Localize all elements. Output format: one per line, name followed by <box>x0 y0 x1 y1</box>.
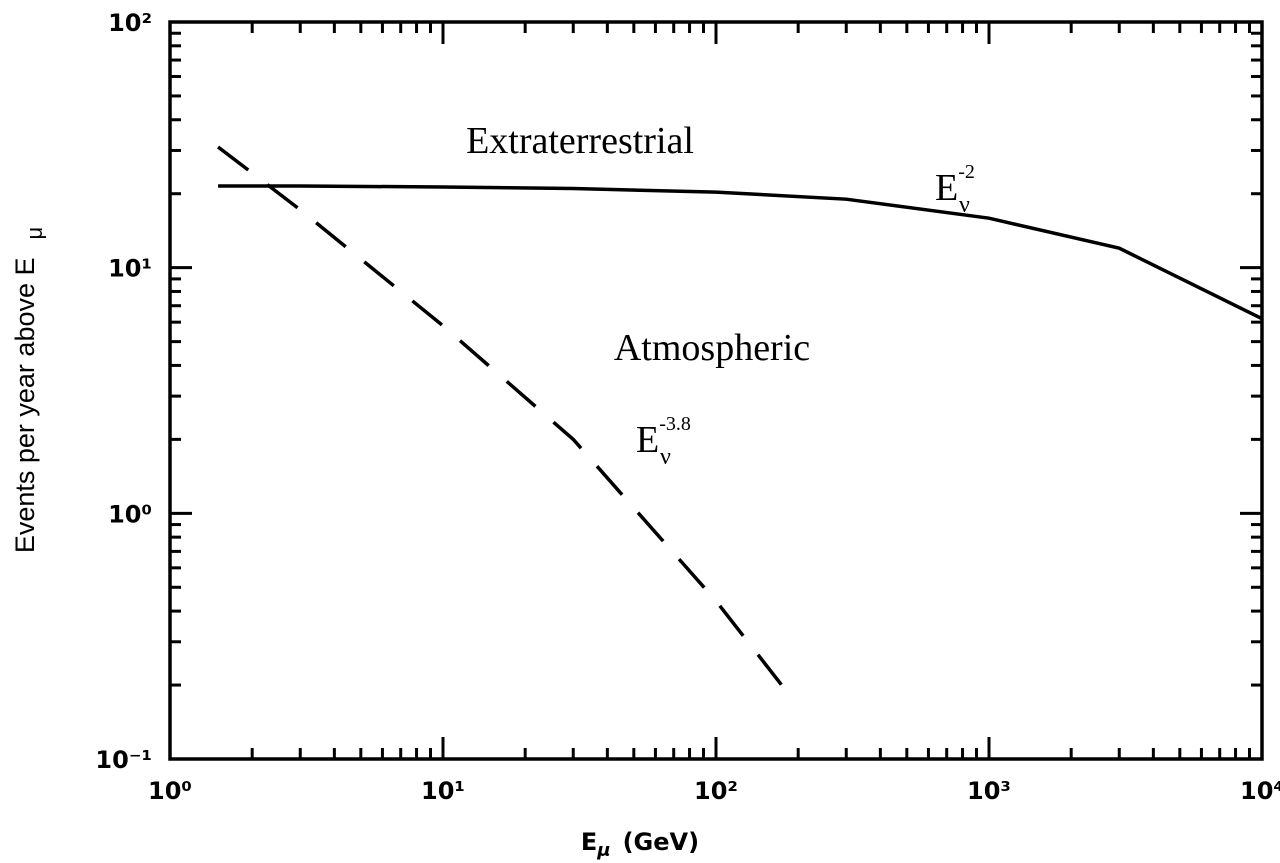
y-tick-label: 10⁻¹ <box>95 746 152 774</box>
x-tick-label: 10¹ <box>421 777 465 805</box>
plot-frame <box>168 20 1264 761</box>
annotation-superscript: -2 <box>958 161 975 183</box>
annotation-superscript: -3.8 <box>659 413 691 435</box>
annotation-base: E <box>935 167 958 209</box>
annotation-subscript: ν <box>959 192 970 218</box>
series-line <box>218 184 1263 321</box>
x-tick-label: 10⁰ <box>148 777 192 805</box>
x-label-suffix: (GeV) <box>623 828 700 856</box>
x-label-text: E <box>581 828 597 856</box>
y-axis-label: Events per year above E μ <box>10 227 47 553</box>
x-tick-label: 10⁴ <box>1240 777 1280 805</box>
x-axis-label: Eμ (GeV) <box>581 828 699 861</box>
series-line <box>217 145 797 704</box>
y-tick-label: 10² <box>108 9 152 37</box>
annotation: E-2 ν <box>935 161 975 218</box>
y-label-text: Events per year above E <box>10 258 40 554</box>
annotation-subscript: ν <box>660 444 671 470</box>
y-tick-label: 10⁰ <box>108 500 152 528</box>
series-label: Atmospheric <box>614 327 810 369</box>
x-label-subscript: μ <box>596 840 610 861</box>
y-tick-label: 10¹ <box>108 255 152 283</box>
annotation: E-3.8 ν <box>636 413 691 470</box>
annotation-base: E <box>636 419 659 461</box>
y-label-subscript: μ <box>22 227 47 240</box>
x-tick-label: 10² <box>694 777 738 805</box>
x-tick-label: 10³ <box>967 777 1011 805</box>
series-label: Extraterrestrial <box>466 120 694 162</box>
